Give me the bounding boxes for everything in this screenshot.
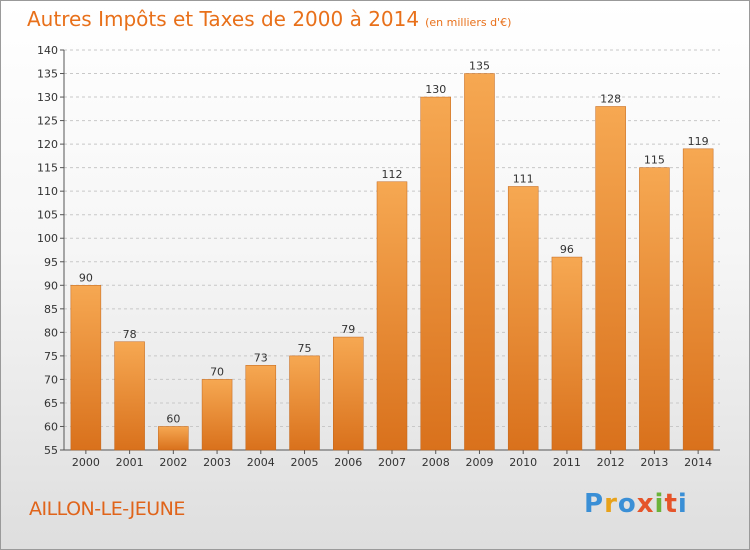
x-tick-label: 2008 bbox=[422, 456, 450, 469]
x-tick-label: 2007 bbox=[378, 456, 406, 469]
data-label: 60 bbox=[166, 412, 180, 425]
bar bbox=[289, 355, 320, 451]
data-label: 130 bbox=[425, 83, 446, 96]
y-tick-label: 90 bbox=[44, 279, 58, 292]
logo-letter: P bbox=[584, 489, 605, 519]
x-tick-label: 2004 bbox=[247, 456, 275, 469]
proxiti-logo: Proxiti bbox=[584, 489, 688, 519]
bar bbox=[595, 106, 626, 451]
x-tick-label: 2013 bbox=[640, 456, 668, 469]
y-tick-label: 100 bbox=[37, 232, 58, 245]
data-label: 112 bbox=[382, 168, 403, 181]
bar bbox=[420, 96, 451, 451]
x-tick-label: 2000 bbox=[72, 456, 100, 469]
y-tick-label: 95 bbox=[44, 256, 58, 269]
logo-letter: o bbox=[617, 489, 637, 519]
bar bbox=[376, 181, 408, 451]
bars bbox=[70, 73, 714, 451]
bar bbox=[682, 148, 714, 451]
data-label: 96 bbox=[560, 243, 574, 256]
data-label: 73 bbox=[254, 351, 268, 364]
x-tick-label: 2010 bbox=[509, 456, 537, 469]
unit-note: (en milliers d'€) bbox=[425, 16, 512, 29]
y-tick-label: 65 bbox=[44, 397, 58, 410]
logo-letter: x bbox=[636, 489, 655, 519]
logo-letter: t bbox=[664, 489, 678, 519]
labels: 55 60 65 70 75 80 85 90 95 100 105 110 115 120 125 130 1… bbox=[37, 44, 712, 469]
bar bbox=[201, 379, 233, 451]
y-tick-label: 55 bbox=[44, 444, 58, 457]
bar bbox=[507, 186, 539, 451]
x-tick-label: 2003 bbox=[203, 456, 231, 469]
bar bbox=[464, 73, 495, 451]
y-tick-label: 70 bbox=[44, 373, 58, 386]
x-tick-label: 2002 bbox=[159, 456, 187, 469]
bar bbox=[245, 365, 277, 451]
data-label: 70 bbox=[210, 365, 224, 378]
y-tick-label: 110 bbox=[37, 185, 58, 198]
x-tick-label: 2009 bbox=[465, 456, 493, 469]
bar bbox=[551, 256, 583, 451]
y-tick-label: 120 bbox=[37, 138, 58, 151]
data-label: 111 bbox=[513, 172, 534, 185]
logo-letter: i bbox=[654, 489, 665, 519]
y-tick-label: 135 bbox=[37, 68, 58, 81]
chart-title: Autres Impôts et Taxes de 2000 à 2014 (en… bbox=[27, 7, 511, 31]
data-label: 135 bbox=[469, 60, 490, 73]
bar bbox=[114, 341, 145, 451]
commune-name: AILLON-LE-JEUNE bbox=[29, 498, 185, 520]
x-tick-label: 2011 bbox=[553, 456, 581, 469]
bar bbox=[158, 426, 189, 451]
y-tick-label: 105 bbox=[37, 209, 58, 222]
data-label: 75 bbox=[298, 342, 312, 355]
bar bbox=[639, 167, 670, 451]
logo-letter: r bbox=[604, 489, 618, 519]
y-tick-label: 140 bbox=[37, 44, 58, 57]
data-label: 90 bbox=[79, 271, 93, 284]
y-tick-label: 80 bbox=[44, 326, 58, 339]
y-tick-label: 85 bbox=[44, 303, 58, 316]
logo-letter: i bbox=[677, 489, 688, 519]
y-tick-label: 125 bbox=[37, 115, 58, 128]
x-tick-label: 2006 bbox=[334, 456, 362, 469]
y-tick-label: 60 bbox=[44, 420, 58, 433]
x-tick-label: 2012 bbox=[597, 456, 625, 469]
data-label: 128 bbox=[600, 92, 621, 105]
data-label: 79 bbox=[341, 323, 355, 336]
x-tick-label: 2014 bbox=[684, 456, 712, 469]
y-tick-label: 75 bbox=[44, 350, 58, 363]
x-tick-label: 2001 bbox=[116, 456, 144, 469]
data-label: 78 bbox=[123, 328, 137, 341]
chart-title-text: Autres Impôts et Taxes de 2000 à 2014 bbox=[27, 7, 420, 31]
bar bbox=[333, 336, 364, 451]
data-label: 119 bbox=[688, 135, 709, 148]
x-tick-label: 2005 bbox=[291, 456, 319, 469]
y-tick-label: 115 bbox=[37, 162, 58, 175]
bar bbox=[70, 285, 102, 451]
y-tick-label: 130 bbox=[37, 91, 58, 104]
data-label: 115 bbox=[644, 154, 665, 167]
